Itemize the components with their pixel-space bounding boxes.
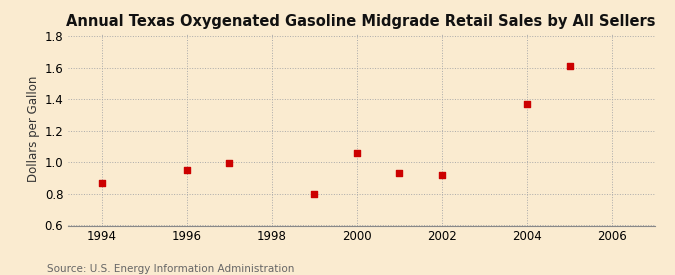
Point xyxy=(522,102,533,106)
Point xyxy=(53,182,64,186)
Title: Annual Texas Oxygenated Gasoline Midgrade Retail Sales by All Sellers: Annual Texas Oxygenated Gasoline Midgrad… xyxy=(66,14,656,29)
Point xyxy=(394,171,405,175)
Text: Source: U.S. Energy Information Administration: Source: U.S. Energy Information Administ… xyxy=(47,264,294,274)
Point xyxy=(309,192,320,197)
Point xyxy=(437,172,448,177)
Point xyxy=(182,167,192,172)
Point xyxy=(96,180,107,185)
Point xyxy=(224,160,235,165)
Point xyxy=(352,151,362,155)
Y-axis label: Dollars per Gallon: Dollars per Gallon xyxy=(28,76,40,182)
Point xyxy=(564,64,575,68)
